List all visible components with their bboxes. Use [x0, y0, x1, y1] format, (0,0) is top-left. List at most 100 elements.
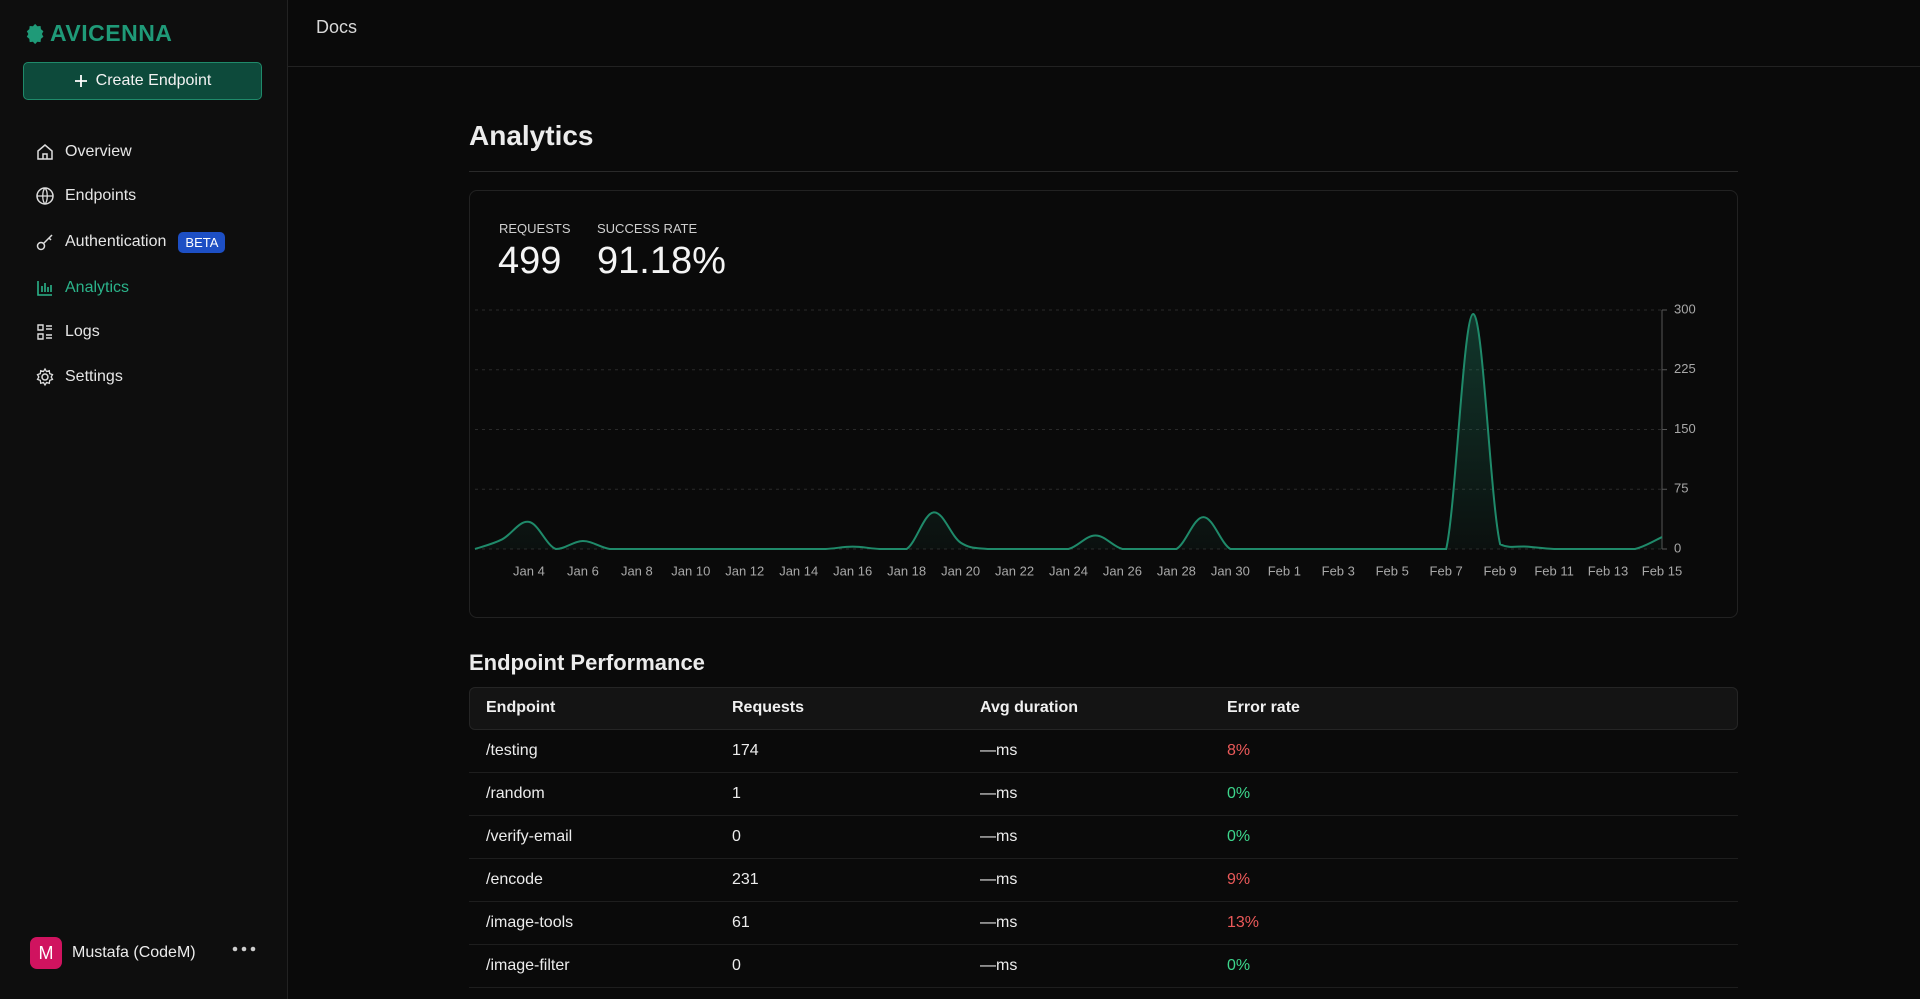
nav-label: Analytics	[65, 279, 130, 296]
table-cell: /verify-email	[486, 828, 573, 845]
table-cell: 0%	[1227, 957, 1251, 974]
x-tick-label: Jan 14	[779, 563, 818, 578]
table-cell: 174	[732, 742, 759, 759]
logo[interactable]: AVICENNA	[25, 20, 172, 47]
table-cell: —ms	[980, 785, 1018, 802]
row-divider	[469, 944, 1738, 945]
row-divider	[469, 901, 1738, 902]
x-tick-label: Feb 11	[1534, 563, 1574, 578]
x-tick-label: Jan 4	[513, 563, 545, 578]
area	[475, 313, 1662, 549]
x-tick-label: Feb 13	[1588, 563, 1628, 578]
x-tick-label: Jan 28	[1157, 563, 1196, 578]
column-header: Error rate	[1227, 699, 1300, 716]
table-cell: 9%	[1227, 871, 1251, 888]
beta-badge: BETA	[178, 231, 226, 253]
x-tick-label: Jan 22	[995, 563, 1034, 578]
nav-item[interactable]: Analytics	[35, 273, 129, 303]
table-cell: /image-tools	[486, 914, 574, 931]
table-cell: 0	[732, 828, 741, 845]
header	[288, 0, 1920, 67]
table-cell: —ms	[980, 914, 1018, 931]
x-tick-label: Feb 9	[1484, 563, 1517, 578]
page-title: Analytics	[469, 120, 594, 151]
nav-label: Overview	[65, 143, 132, 160]
x-tick-label: Jan 24	[1049, 563, 1088, 578]
x-tick-label: Jan 26	[1103, 563, 1142, 578]
table-header	[469, 687, 1738, 730]
row-divider	[469, 772, 1738, 773]
x-tick-label: Jan 8	[621, 563, 653, 578]
table-cell: /random	[486, 785, 545, 802]
nav-icon	[37, 144, 53, 160]
nav-item[interactable]: Settings	[35, 362, 123, 392]
stat-value: 91.18%	[597, 240, 726, 282]
nav-icon	[37, 324, 52, 340]
analytics-card	[469, 190, 1738, 618]
nav-icon	[36, 367, 54, 387]
x-tick-label: Jan 18	[887, 563, 926, 578]
y-tick-label: 225	[1674, 361, 1696, 376]
plus-icon	[74, 75, 87, 87]
row-divider	[469, 858, 1738, 859]
stat-value: 499	[498, 240, 562, 282]
table-cell: 0%	[1227, 828, 1251, 845]
column-header: Avg duration	[980, 699, 1079, 716]
row-divider	[469, 987, 1738, 988]
x-tick-label: Feb 1	[1268, 563, 1301, 578]
nav-icon	[36, 234, 53, 251]
button-label: Create Endpoint	[95, 72, 212, 89]
stat-label: REQUESTS	[499, 221, 571, 236]
row-divider	[469, 815, 1738, 816]
table-cell: /testing	[486, 742, 538, 759]
create-endpoint-button[interactable]: Create Endpoint	[23, 62, 262, 100]
table-cell: 61	[732, 914, 750, 931]
nav-icon	[36, 187, 54, 205]
table-cell: /image-filter	[486, 957, 570, 974]
nav-item[interactable]: Endpoints	[35, 181, 136, 211]
x-tick-label: Feb 3	[1322, 563, 1355, 578]
more-menu[interactable]	[232, 945, 256, 953]
table-cell: 231	[732, 871, 759, 888]
divider	[469, 171, 1738, 172]
nav-item[interactable]: Authentication BETA	[35, 227, 226, 257]
nav-item[interactable]: Logs	[35, 317, 100, 347]
user[interactable]: M Mustafa (CodeM)	[30, 937, 196, 969]
table-cell: 0%	[1227, 785, 1251, 802]
y-tick-label: 150	[1674, 421, 1696, 436]
table-cell: 1	[732, 785, 741, 802]
nav-icon	[37, 281, 52, 296]
y-tick-label: 0	[1674, 540, 1681, 555]
x-tick-label: Jan 16	[833, 563, 872, 578]
table-cell: —ms	[980, 957, 1018, 974]
x-tick-label: Jan 6	[567, 563, 599, 578]
table-cell: 13%	[1227, 914, 1260, 931]
logo-text: AVICENNA	[50, 20, 173, 46]
x-tick-label: Jan 10	[671, 563, 710, 578]
x-tick-label: Feb 7	[1430, 563, 1463, 578]
docs-link[interactable]: Docs	[316, 17, 358, 37]
x-tick-label: Feb 15	[1642, 563, 1682, 578]
table-cell: 0	[732, 957, 741, 974]
chart: 0 75 150 225 300 Jan 4 Jan 6 Jan 8 Jan 10 Jan 12 J…	[474, 301, 1696, 578]
table-cell: —ms	[980, 871, 1018, 888]
sidebar: AVICENNA Create Endpoint Overview Endpoin…	[0, 0, 288, 999]
x-tick-label: Feb 5	[1376, 563, 1409, 578]
user-name: Mustafa (CodeM)	[72, 944, 196, 961]
line	[474, 312, 1663, 551]
nav-label: Settings	[65, 368, 123, 385]
y-tick-label: 75	[1674, 481, 1688, 496]
table-cell: —ms	[980, 828, 1018, 845]
y-tick-label: 300	[1674, 301, 1696, 316]
nav-item[interactable]: Overview	[35, 137, 132, 167]
nav-label: Logs	[65, 323, 100, 340]
x-tick-label: Jan 30	[1211, 563, 1250, 578]
column-header: Endpoint	[486, 699, 556, 716]
table-cell: 8%	[1227, 742, 1251, 759]
nav-label: Endpoints	[65, 187, 137, 204]
table-title: Endpoint Performance	[469, 650, 705, 675]
avatar: M	[30, 937, 62, 969]
stat-label: SUCCESS RATE	[597, 221, 698, 236]
table-cell: /encode	[486, 871, 543, 888]
